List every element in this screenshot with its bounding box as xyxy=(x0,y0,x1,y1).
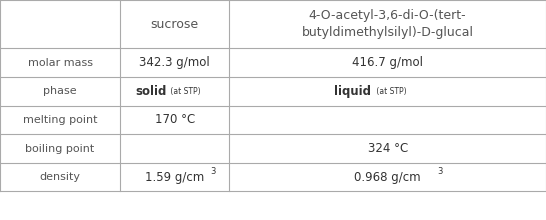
Text: liquid: liquid xyxy=(334,85,371,98)
Text: (at STP): (at STP) xyxy=(168,87,201,96)
Text: sucrose: sucrose xyxy=(151,18,199,31)
Text: solid: solid xyxy=(135,85,167,98)
Text: melting point: melting point xyxy=(23,115,97,125)
Text: density: density xyxy=(39,172,81,182)
Text: 3: 3 xyxy=(210,167,216,176)
Text: 4-O-acetyl-3,6-di-O-(tert-
butyldimethylsilyl)-D-glucal: 4-O-acetyl-3,6-di-O-(tert- butyldimethyl… xyxy=(301,9,474,39)
Text: molar mass: molar mass xyxy=(27,58,93,68)
Text: phase: phase xyxy=(43,86,77,96)
Text: 1.59 g/cm: 1.59 g/cm xyxy=(145,170,204,184)
Text: boiling point: boiling point xyxy=(26,143,94,154)
Text: 324 °C: 324 °C xyxy=(367,142,408,155)
Text: 3: 3 xyxy=(437,167,442,176)
Text: 0.968 g/cm: 0.968 g/cm xyxy=(354,170,421,184)
Text: (at STP): (at STP) xyxy=(374,87,407,96)
Text: 170 °C: 170 °C xyxy=(155,113,195,126)
Text: 416.7 g/mol: 416.7 g/mol xyxy=(352,56,423,69)
Text: 342.3 g/mol: 342.3 g/mol xyxy=(139,56,210,69)
